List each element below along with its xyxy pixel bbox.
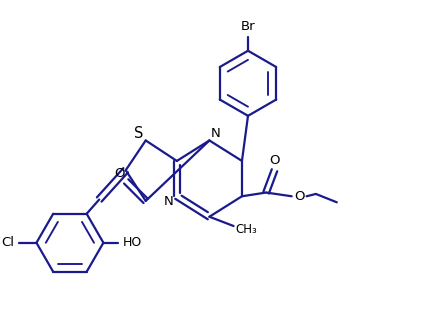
- Text: N: N: [164, 195, 174, 208]
- Text: O: O: [295, 190, 305, 203]
- Text: CH₃: CH₃: [236, 223, 257, 236]
- Text: N: N: [211, 127, 220, 140]
- Text: O: O: [114, 166, 125, 180]
- Text: HO: HO: [122, 236, 142, 249]
- Text: Br: Br: [240, 20, 255, 33]
- Text: S: S: [134, 126, 143, 141]
- Text: O: O: [269, 155, 280, 167]
- Text: Cl: Cl: [1, 236, 14, 249]
